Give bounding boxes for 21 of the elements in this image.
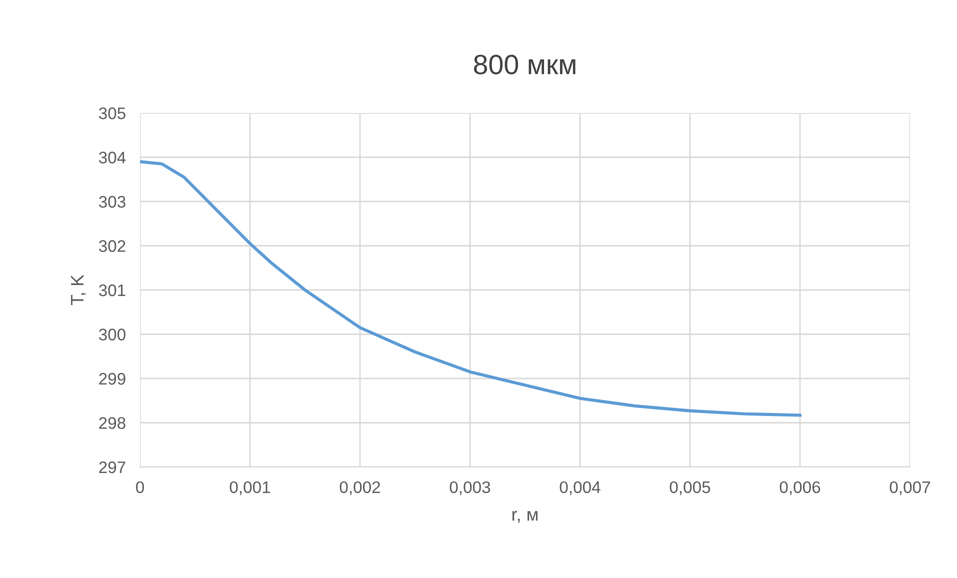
x-tick-label: 0,005 [670,481,710,496]
x-tick-label: 0,001 [230,481,270,496]
y-tick-label: 297 [99,461,126,474]
x-tick-label: 0,007 [890,481,930,496]
x-tick-label: 0,006 [780,481,820,496]
y-tick-label: 304 [98,152,126,164]
y-tick-label: 301 [98,284,126,296]
x-tick-label: 0,002 [340,481,380,496]
y-tick-label: 299 [99,372,126,385]
y-tick-label: 300 [98,328,126,340]
y-tick-label: 302 [98,240,126,252]
x-tick-label: 0 [136,481,144,494]
x-tick-label: 0,003 [450,481,490,496]
x-tick-label: 0,004 [560,481,600,496]
line-series [140,160,802,417]
y-axis-title: T, K [71,274,86,306]
chart-title: 800 мкм [474,54,576,74]
y-tick-label: 305 [98,107,126,120]
y-tick-label: 303 [98,196,126,208]
y-tick-label: 298 [99,417,126,429]
x-axis-title: r, м [512,510,538,523]
